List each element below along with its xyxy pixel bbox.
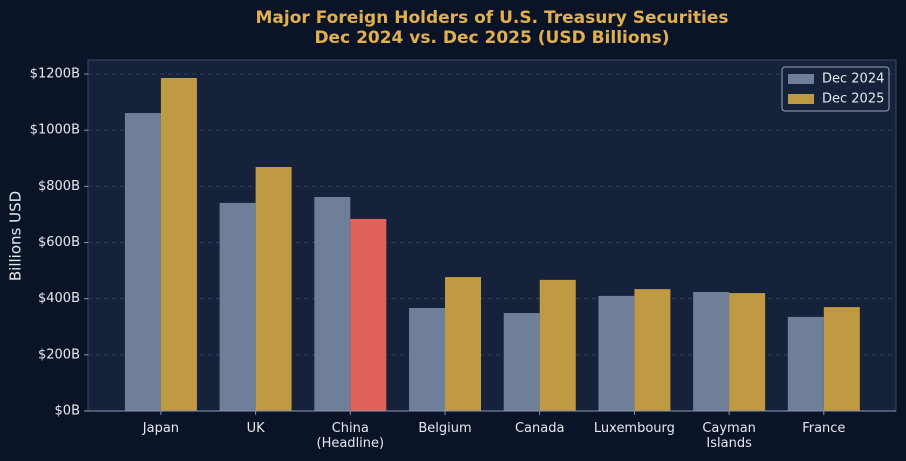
bar — [693, 291, 730, 411]
y-axis-label: Billions USD — [7, 191, 25, 281]
bar — [409, 307, 446, 411]
y-tick-label: $600B — [38, 235, 80, 250]
bar — [350, 218, 387, 411]
bar — [634, 289, 671, 411]
bar — [503, 313, 540, 411]
x-tick-label-line: Islands — [706, 436, 752, 451]
bar — [219, 202, 256, 411]
y-tick-label: $400B — [38, 291, 80, 306]
x-tick-label: France — [802, 421, 845, 436]
x-tick-label-line: Luxembourg — [594, 421, 675, 436]
x-tick-label-line: Canada — [515, 421, 564, 436]
x-tick-label-line: Cayman — [702, 421, 756, 436]
y-tick-label: $1200B — [30, 67, 80, 82]
bar — [598, 295, 635, 411]
legend-swatch — [788, 74, 814, 84]
x-tick-label-line: Japan — [142, 421, 179, 436]
x-tick-label: China (Headline) — [317, 421, 385, 451]
bar — [787, 316, 824, 411]
x-tick-label-line: (Headline) — [317, 436, 385, 451]
chart-title: Major Foreign Holders of U.S. Treasury S… — [256, 8, 729, 28]
bar — [445, 277, 482, 411]
y-tick-label: $1000B — [30, 123, 80, 138]
y-tick-label: $0B — [55, 404, 80, 419]
bar — [160, 77, 197, 412]
x-tick-label: Japan — [142, 421, 179, 436]
x-tick-label: Luxembourg — [594, 421, 675, 436]
legend-swatch — [788, 94, 814, 104]
x-tick-label: Belgium — [418, 421, 471, 436]
x-tick-label-line: UK — [247, 421, 266, 436]
y-tick-label: $800B — [38, 179, 80, 194]
chart-subtitle: Dec 2024 vs. Dec 2025 (USD Billions) — [314, 28, 669, 48]
x-tick-label-line: China — [332, 421, 369, 436]
x-tick-label: Canada — [515, 421, 564, 436]
bar — [255, 166, 292, 411]
legend-label: Dec 2025 — [822, 92, 884, 107]
y-tick-label: $200B — [38, 347, 80, 362]
x-tick-label-line: France — [802, 421, 845, 436]
legend-label: Dec 2024 — [822, 72, 884, 87]
bar — [124, 113, 161, 411]
bar — [539, 279, 576, 411]
x-tick-label: Cayman Islands — [702, 421, 756, 451]
bar — [314, 197, 351, 411]
x-tick-label: UK — [247, 421, 266, 436]
bar — [729, 293, 766, 411]
x-tick-label-line: Belgium — [418, 421, 471, 436]
bar — [823, 307, 860, 411]
plot-area — [87, 59, 897, 412]
